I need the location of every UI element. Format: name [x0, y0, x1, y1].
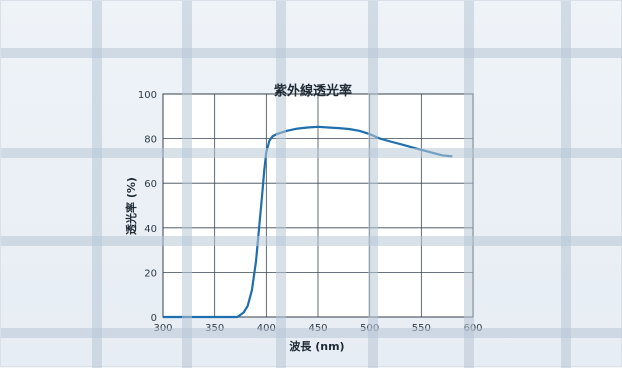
y-tick-label: 100	[138, 90, 157, 101]
mesh-strand-horizontal	[1, 48, 622, 58]
mesh-strand-vertical	[464, 1, 474, 368]
mesh-strand-horizontal	[1, 328, 622, 338]
transmittance-line	[163, 125, 453, 319]
y-tick-label: 60	[144, 179, 157, 190]
mesh-strand-vertical	[276, 1, 286, 368]
mesh-strand-vertical	[561, 1, 571, 368]
y-tick-label: 40	[144, 224, 157, 235]
mesh-strand-horizontal	[1, 148, 622, 158]
y-tick-label: 80	[144, 135, 157, 146]
y-tick-label: 0	[151, 313, 157, 324]
x-axis-title: 波長 (nm)	[289, 339, 344, 353]
chart-title: 紫外線透光率	[274, 83, 352, 99]
mesh-strand-horizontal	[1, 236, 622, 246]
mesh-strand-vertical	[368, 1, 378, 368]
y-axis-title: 透光率 (%)	[124, 177, 138, 235]
mesh-strand-vertical	[92, 1, 102, 368]
y-tick-label: 20	[144, 268, 157, 279]
mesh-strand-vertical	[182, 1, 192, 368]
